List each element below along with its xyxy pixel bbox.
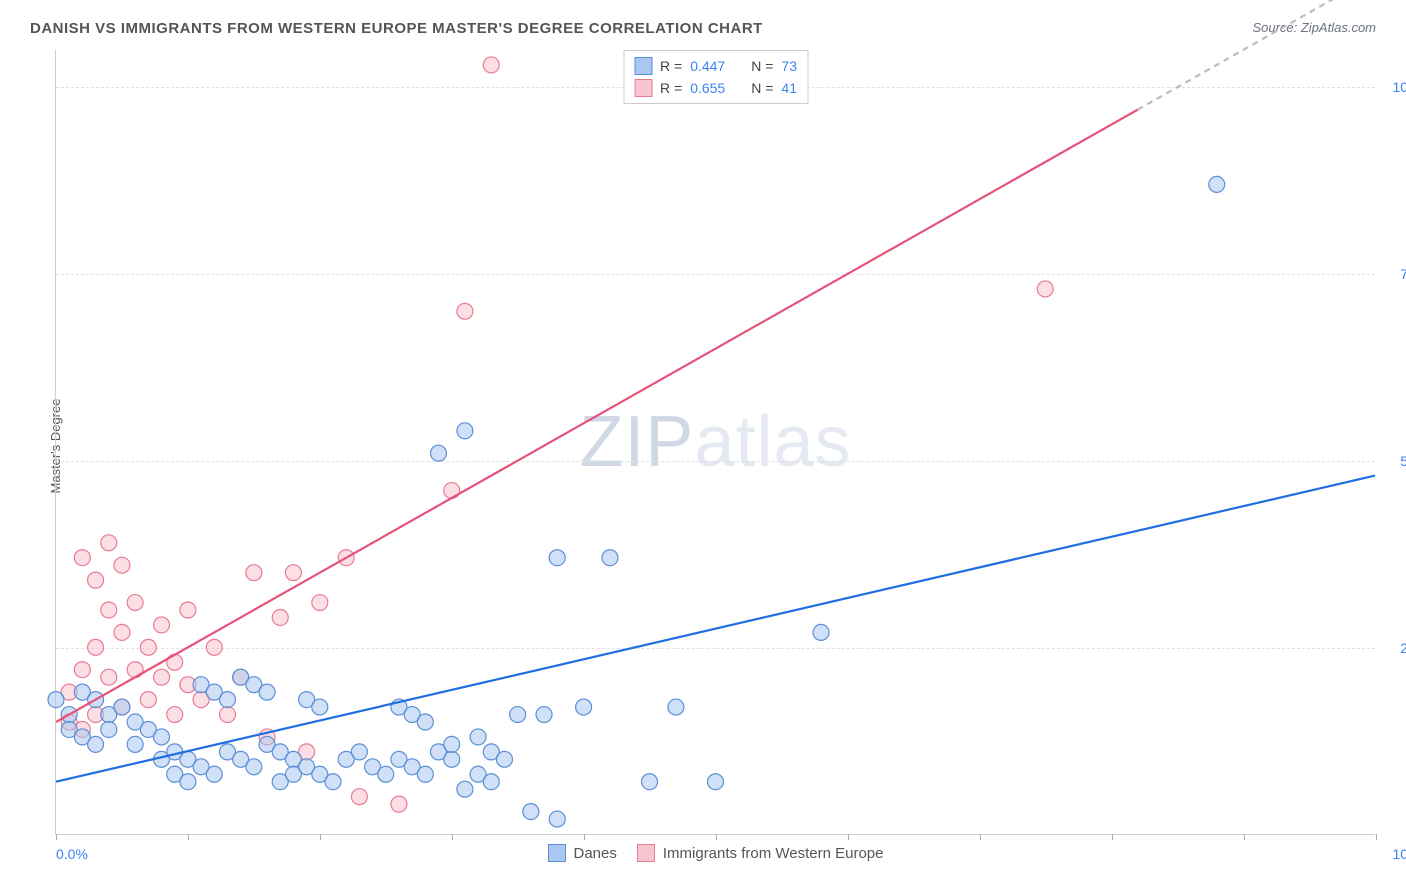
r-value-immigrants: 0.655	[690, 80, 725, 96]
x-axis-max-label: 100.0%	[1393, 846, 1406, 862]
plot-area: ZIPatlas 25.0%50.0%75.0%100.0% R = 0.447…	[55, 50, 1375, 835]
source-link[interactable]: Source: ZipAtlas.com	[1252, 20, 1376, 35]
r-value-danes: 0.447	[690, 58, 725, 74]
legend-item-immigrants: Immigrants from Western Europe	[637, 844, 884, 862]
n-label: N =	[751, 80, 773, 96]
legend-stats: R = 0.447 N = 73 R = 0.655 N = 41	[623, 50, 808, 104]
swatch-danes	[548, 844, 566, 862]
y-tick-label: 75.0%	[1400, 266, 1406, 282]
legend-item-danes: Danes	[548, 844, 617, 862]
y-tick-label: 100.0%	[1393, 79, 1406, 95]
legend-label-danes: Danes	[574, 845, 617, 862]
swatch-danes	[634, 57, 652, 75]
r-label: R =	[660, 58, 682, 74]
legend-series: Danes Immigrants from Western Europe	[548, 844, 884, 862]
chart-title: DANISH VS IMMIGRANTS FROM WESTERN EUROPE…	[30, 20, 763, 37]
legend-stats-row-danes: R = 0.447 N = 73	[634, 55, 797, 77]
y-tick-label: 50.0%	[1400, 453, 1406, 469]
n-label: N =	[751, 58, 773, 74]
n-value-danes: 73	[781, 58, 797, 74]
legend-label-immigrants: Immigrants from Western Europe	[663, 845, 884, 862]
x-axis-min-label: 0.0%	[56, 846, 88, 862]
swatch-immigrants	[634, 79, 652, 97]
swatch-immigrants	[637, 844, 655, 862]
r-label: R =	[660, 80, 682, 96]
scatter-svg	[56, 50, 1375, 834]
y-tick-label: 25.0%	[1400, 640, 1406, 656]
legend-stats-row-immigrants: R = 0.655 N = 41	[634, 77, 797, 99]
n-value-immigrants: 41	[781, 80, 797, 96]
